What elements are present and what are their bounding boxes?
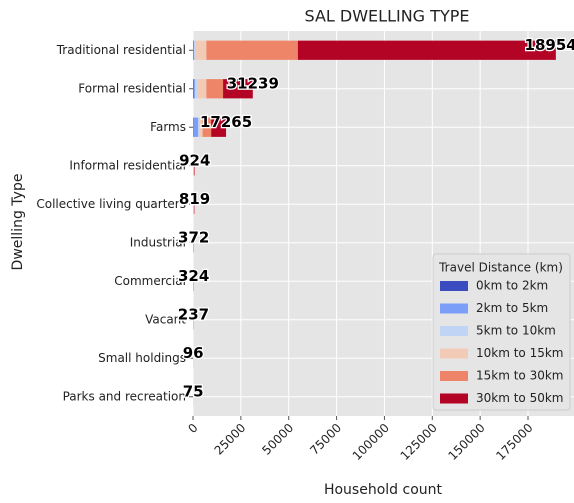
legend-label: 0km to 2km — [476, 279, 548, 293]
x-tick-label: 100000 — [350, 421, 392, 463]
legend-swatch — [440, 393, 468, 404]
y-tick-label: Small holdings — [98, 351, 186, 365]
x-tick-label: 125000 — [398, 421, 440, 463]
value-label: 31239 — [227, 74, 279, 92]
bar-segment — [199, 117, 203, 137]
x-tick-label: 50000 — [259, 421, 296, 458]
value-label: 237 — [178, 305, 209, 323]
value-label: 324 — [178, 267, 209, 285]
bar-segment — [206, 40, 298, 60]
bar-segment — [193, 117, 199, 137]
value-label: 372 — [178, 228, 209, 246]
legend-label: 10km to 15km — [476, 346, 564, 360]
y-tick-label: Informal residential — [69, 158, 186, 172]
y-tick-label: Formal residential — [78, 81, 186, 95]
legend-label: 30km to 50km — [476, 391, 564, 405]
bar-segment — [193, 79, 194, 99]
bar-segment — [194, 40, 196, 60]
value-label: 75 — [183, 382, 204, 400]
legend-label: 2km to 5km — [476, 301, 548, 315]
y-tick-label: Industrial — [130, 235, 186, 249]
x-tick-label: 150000 — [445, 421, 487, 463]
value-label: 189549 — [525, 36, 574, 54]
legend-title: Travel Distance (km) — [438, 261, 563, 275]
bar-segment — [193, 40, 195, 60]
legend-swatch — [440, 348, 468, 359]
bar-segment — [297, 40, 556, 60]
legend-swatch — [440, 326, 468, 336]
x-tick-label: 25000 — [212, 421, 249, 458]
legend-swatch — [440, 303, 468, 314]
bar-segment — [197, 79, 207, 99]
bar-segment — [195, 40, 207, 60]
x-tick-label: 75000 — [307, 421, 344, 458]
y-tick-label: Collective living quarters — [36, 197, 186, 211]
bar-segment — [193, 79, 195, 99]
legend-label: 5km to 10km — [476, 324, 556, 338]
bar-segment — [223, 79, 253, 99]
y-tick-label: Commercial — [114, 274, 186, 288]
bar-segment — [202, 117, 212, 137]
x-tick-label: 0 — [185, 421, 200, 436]
x-tick-label: 175000 — [493, 421, 535, 463]
value-label: 96 — [183, 344, 204, 362]
chart-title: SAL DWELLING TYPE — [305, 7, 470, 26]
x-axis-label: Household count — [324, 482, 443, 498]
value-label: 819 — [179, 190, 210, 208]
y-tick-label: Traditional residential — [56, 43, 186, 57]
legend-swatch — [440, 281, 468, 291]
y-tick-label: Farms — [150, 120, 186, 134]
bar-segment — [198, 117, 200, 137]
y-axis-label: Dwelling Type — [10, 174, 26, 271]
legend: Travel Distance (km) 0km to 2km 2km to 5k… — [432, 253, 571, 411]
bar-segment — [211, 117, 227, 137]
value-label: 17265 — [200, 113, 252, 131]
bar-segment — [206, 79, 224, 99]
value-label: 924 — [179, 151, 210, 169]
y-tick-label: Parks and recreation — [63, 389, 186, 403]
legend-swatch — [440, 371, 468, 381]
y-tick-label: Vacant — [145, 312, 186, 326]
legend-label: 15km to 30km — [476, 369, 564, 383]
bar-segment — [194, 79, 198, 99]
